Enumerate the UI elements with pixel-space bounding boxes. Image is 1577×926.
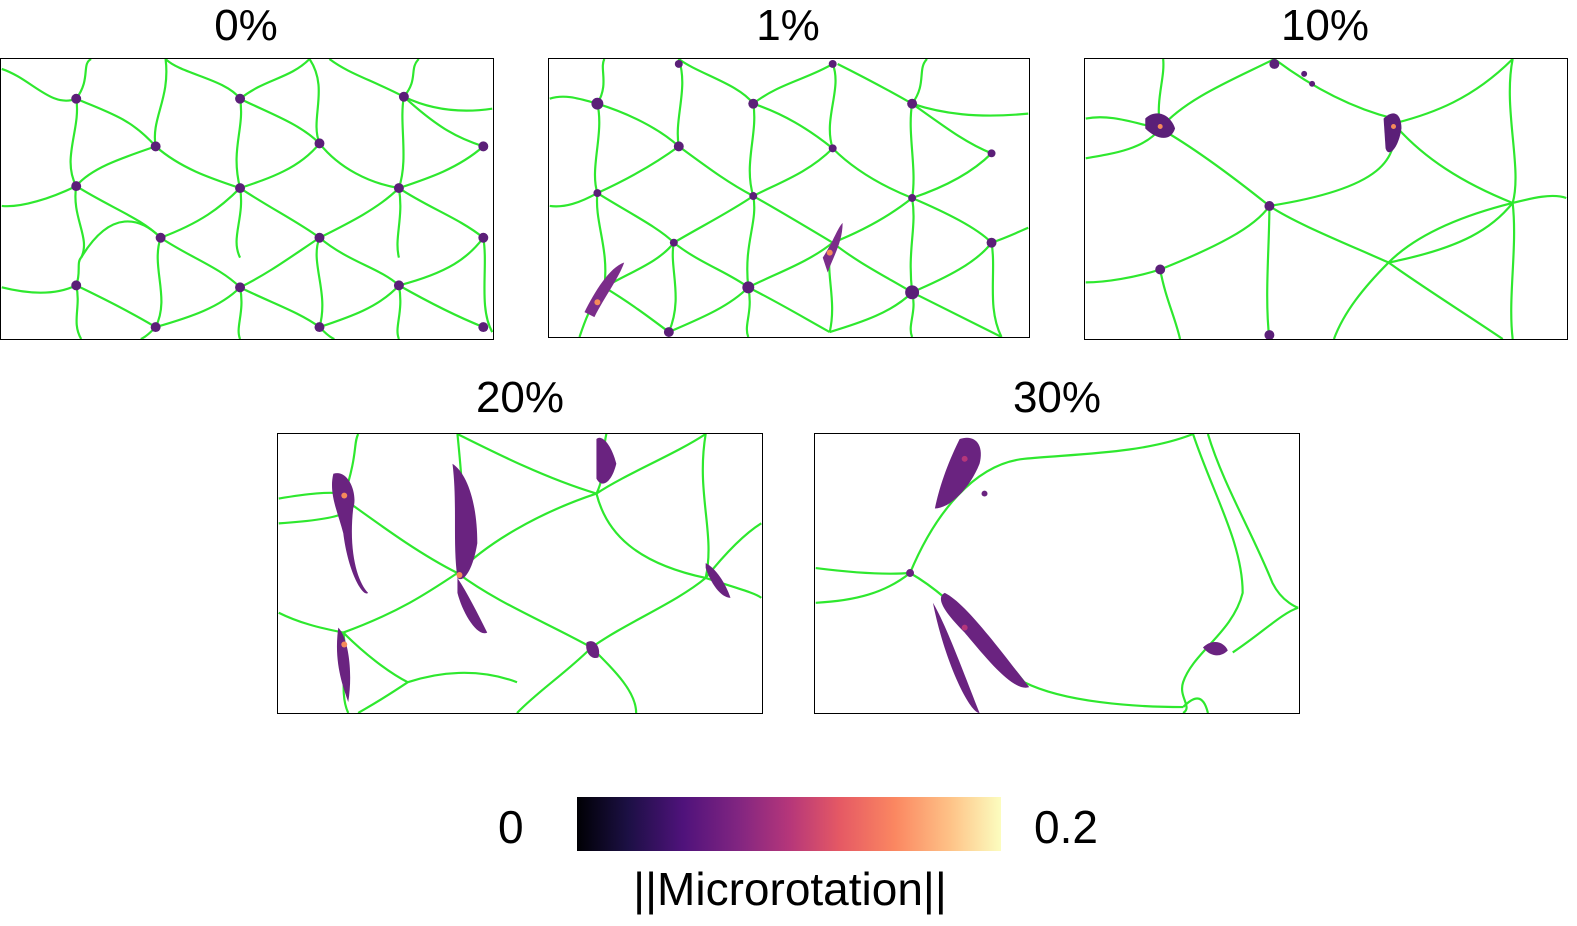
colorbar-title: ||Microrotation|| — [633, 863, 947, 915]
grain-boundary-map-0 — [1, 59, 493, 339]
panel-title-1: 1% — [756, 1, 820, 50]
panel-title-10: 10% — [1280, 1, 1370, 50]
panel-title-0: 0% — [214, 1, 278, 50]
grain-boundary-map-1 — [549, 59, 1029, 337]
colorbar-gradient — [577, 797, 1001, 851]
panel-title-30: 30% — [1012, 373, 1102, 422]
colorbar-min-label: 0 — [498, 801, 524, 853]
microstructure-panel-20 — [277, 433, 763, 714]
colorbar-max-label: 0.2 — [1034, 801, 1098, 853]
microstructure-panel-10 — [1084, 58, 1568, 340]
grain-boundary-map-30 — [815, 434, 1299, 713]
microstructure-panel-30 — [814, 433, 1300, 714]
microstructure-panel-1 — [548, 58, 1030, 338]
grain-boundary-map-20 — [278, 434, 762, 713]
panel-title-20: 20% — [475, 373, 565, 422]
microstructure-panel-0 — [0, 58, 494, 340]
grain-boundary-map-10 — [1085, 59, 1567, 339]
